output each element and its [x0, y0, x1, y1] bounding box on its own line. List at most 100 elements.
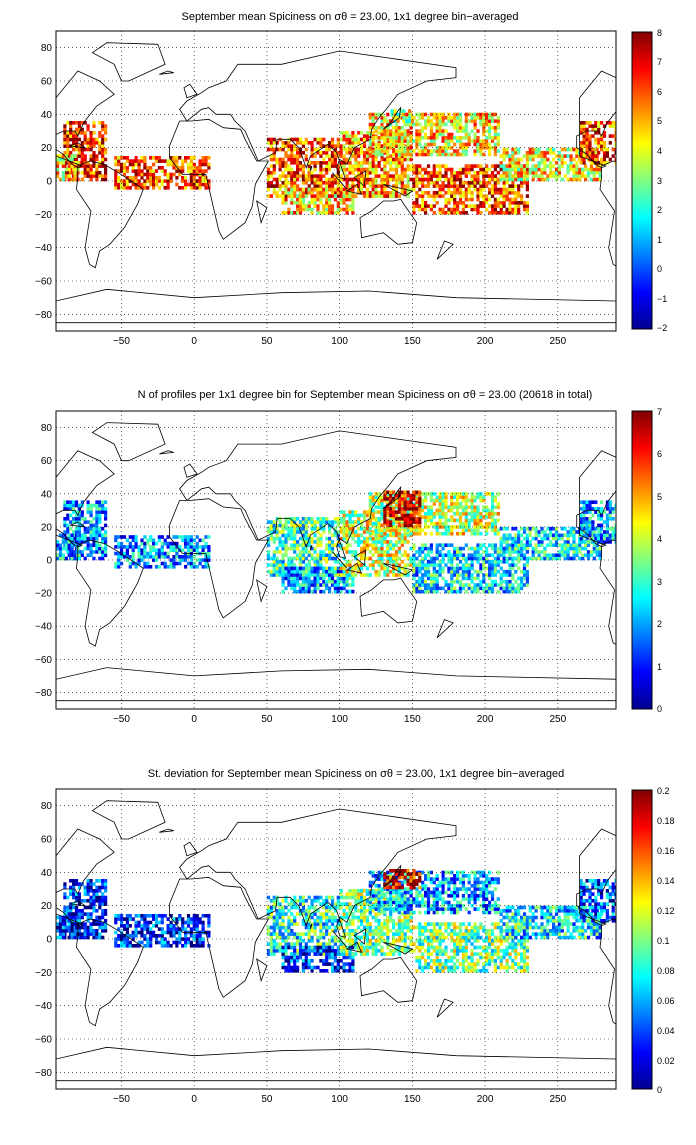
data-cell: [514, 151, 517, 155]
data-region: [63, 500, 107, 560]
data-cell: [305, 550, 308, 554]
data-cell: [436, 512, 439, 516]
data-cell: [474, 136, 477, 140]
data-cell: [491, 543, 494, 547]
data-cell: [529, 530, 532, 534]
data-cell: [75, 527, 78, 531]
data-cell: [395, 550, 398, 554]
data-cell: [398, 136, 401, 140]
data-cell: [488, 133, 491, 137]
data-cell: [584, 547, 587, 551]
data-cell: [479, 191, 482, 195]
data-cell: [337, 208, 340, 212]
data-cell: [314, 583, 317, 587]
data-cell: [319, 550, 322, 554]
data-cell: [444, 505, 447, 509]
data-cell: [418, 116, 421, 120]
data-cell: [383, 532, 386, 536]
data-cell: [517, 553, 520, 557]
data-cell: [322, 151, 325, 155]
data-cell: [444, 164, 447, 168]
data-cell: [63, 134, 66, 138]
data-cell: [207, 535, 210, 539]
data-cell: [328, 188, 331, 192]
data-cell: [325, 151, 328, 155]
data-cell: [90, 174, 93, 178]
data-cell: [104, 507, 107, 511]
data-cell: [421, 113, 424, 117]
data-cell: [343, 148, 346, 152]
data-cell: [497, 570, 500, 574]
data-cell: [439, 191, 442, 195]
data-cell: [129, 545, 132, 549]
data-cell: [444, 522, 447, 526]
data-cell: [273, 553, 276, 557]
data-cell: [132, 545, 135, 549]
data-cell: [363, 151, 366, 155]
data-cell: [570, 543, 573, 547]
data-cell: [62, 540, 65, 544]
data-cell: [465, 188, 468, 192]
data-cell: [427, 119, 430, 123]
data-cell: [407, 563, 410, 567]
data-cell: [90, 520, 93, 524]
data-cell: [90, 144, 93, 148]
data-cell: [500, 573, 503, 577]
data-cell: [287, 560, 290, 564]
y-tick-label: 60: [41, 77, 53, 88]
data-cell: [170, 545, 173, 549]
data-cell: [284, 577, 287, 581]
data-cell: [95, 527, 98, 531]
data-cell: [92, 174, 95, 178]
data-cell: [311, 570, 314, 574]
data-cell: [476, 188, 479, 192]
colorbar-tick-label: 7: [657, 57, 662, 67]
data-cell: [87, 168, 90, 172]
data-cell: [447, 529, 450, 533]
data-cell: [348, 560, 351, 564]
data-cell: [433, 492, 436, 496]
data-cell: [167, 555, 170, 559]
data-cell: [167, 552, 170, 556]
data-cell: [474, 139, 477, 143]
data-cell: [101, 500, 104, 504]
data-cell: [479, 119, 482, 123]
data-cell: [114, 183, 117, 187]
data-cell: [567, 553, 570, 557]
data-cell: [87, 553, 90, 557]
data-cell: [603, 151, 606, 155]
data-cell: [488, 543, 491, 547]
data-cell: [436, 171, 439, 175]
data-cell: [167, 565, 170, 569]
data-cell: [199, 183, 202, 187]
data-cell: [325, 168, 328, 172]
data-cell: [552, 527, 555, 531]
data-cell: [459, 184, 462, 188]
data-cell: [95, 514, 98, 518]
data-cell: [138, 163, 141, 167]
data-cell: [389, 543, 392, 547]
colorbar-tick-label: 3: [657, 176, 662, 186]
data-cell: [570, 527, 573, 531]
data-cell: [444, 204, 447, 208]
data-cell: [296, 171, 299, 175]
data-cell: [474, 577, 477, 581]
data-cell: [485, 164, 488, 168]
data-cell: [325, 567, 328, 571]
data-cell: [296, 567, 299, 571]
data-cell: [468, 567, 471, 571]
data-cell: [395, 194, 398, 198]
data-cell: [436, 194, 439, 198]
data-cell: [474, 174, 477, 178]
data-cell: [190, 163, 193, 167]
data-cell: [415, 143, 418, 147]
data-cell: [462, 191, 465, 195]
data-cell: [287, 570, 290, 574]
data-cell: [506, 583, 509, 587]
data-cell: [348, 144, 351, 148]
data-cell: [383, 494, 386, 498]
data-cell: [482, 168, 485, 172]
data-cell: [570, 161, 573, 165]
data-cell: [328, 537, 331, 541]
data-cell: [401, 133, 404, 137]
